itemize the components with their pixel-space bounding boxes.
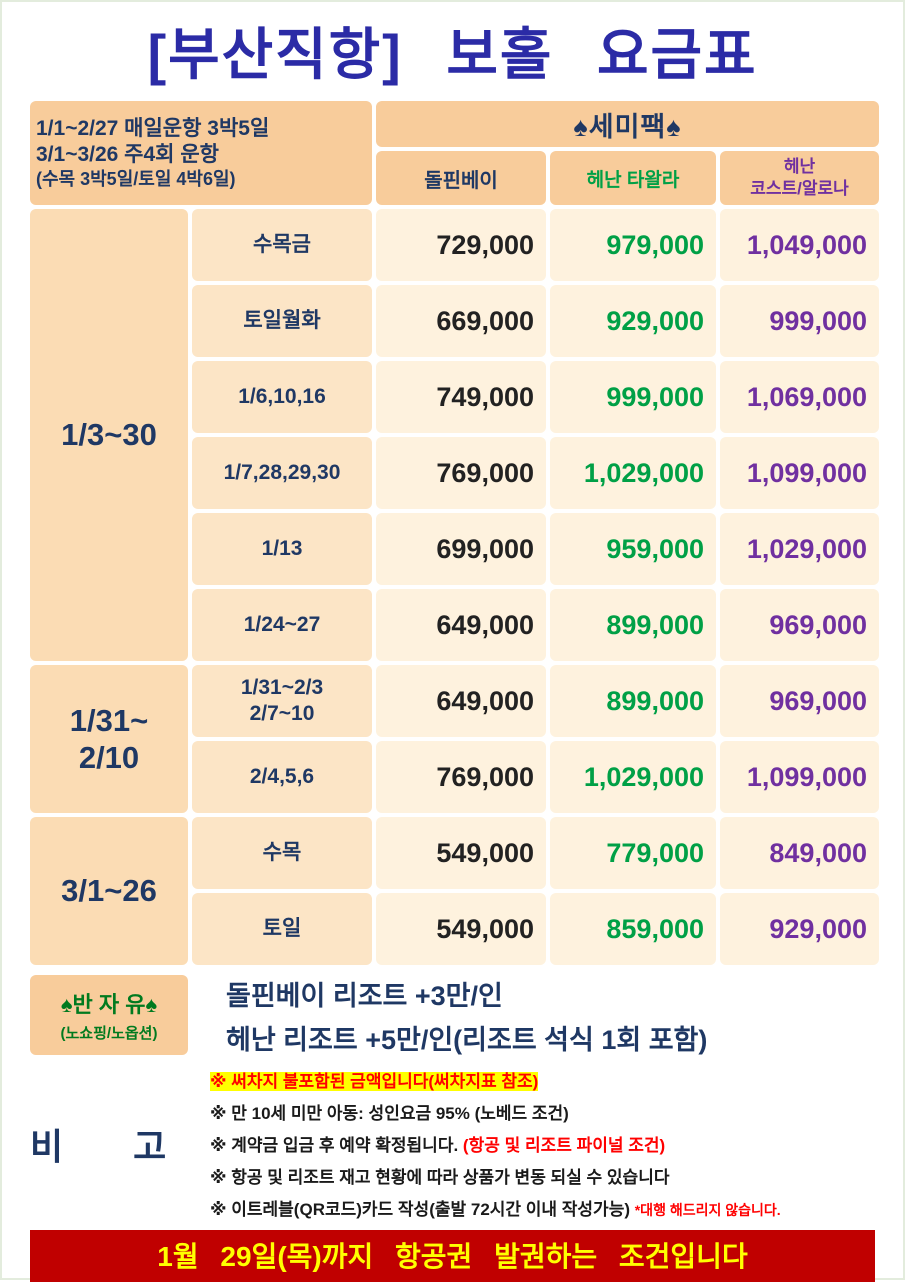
price-cell: 1,099,000: [720, 437, 879, 509]
column-header-henann-coast-alona: 헤난 코스트/알로나: [720, 151, 879, 205]
semi-free-label-cell: ♠반 자 유♠ (노쇼핑/노옵션): [30, 975, 188, 1055]
price-cell: 729,000: [376, 209, 546, 281]
note-text: ※ 항공 및 리조트 재고 현황에 따라 상품가 변동 되실 수 있습니다: [210, 1168, 670, 1187]
price-cell: 769,000: [376, 437, 546, 509]
day-line: 2/7~10: [249, 702, 315, 725]
note-item: ※ 이트레블(QR코드)카드 작성(출발 72시간 이내 작성가능) *대행 해…: [210, 1195, 875, 1220]
price-cell: 549,000: [376, 893, 546, 965]
price-cell: 769,000: [376, 741, 546, 813]
price-cell: 649,000: [376, 589, 546, 661]
schedule-line: 1/1~2/27 매일운항 3박5일: [36, 116, 270, 140]
price-table: 1/1~2/27 매일운항 3박5일 3/1~3/26 주4회 운항 (수목 3…: [30, 101, 879, 965]
day-line: 1/24~27: [243, 612, 321, 636]
column-header-dolphin-bay: 돌핀베이: [376, 151, 546, 205]
schedule-line: 3/1~3/26 주4회 운항: [36, 142, 219, 166]
note-red-text: (항공 및 리조트 파이널 조건): [462, 1136, 666, 1155]
price-cell: 669,000: [376, 285, 546, 357]
price-cell: 1,029,000: [550, 741, 716, 813]
day-cell: 수목: [192, 817, 372, 889]
price-cell: 999,000: [720, 285, 879, 357]
period-line: 2/10: [78, 740, 140, 775]
price-cell: 1,029,000: [720, 513, 879, 585]
price-cell: 999,000: [550, 361, 716, 433]
semi-free-details: 돌핀베이 리조트 +3만/인 헤난 리조트 +5만/인(리조트 석식 1회 포함…: [198, 975, 875, 1055]
semi-free-section: ♠반 자 유♠ (노쇼핑/노옵션) 돌핀베이 리조트 +3만/인 헤난 리조트 …: [30, 975, 875, 1055]
price-cell: 969,000: [720, 665, 879, 737]
semipack-header: ♠세미팩♠: [376, 101, 879, 147]
price-cell: 899,000: [550, 665, 716, 737]
price-cell: 1,029,000: [550, 437, 716, 509]
price-cell: 899,000: [550, 589, 716, 661]
day-cell: 1/7,28,29,30: [192, 437, 372, 509]
day-line: 수목: [262, 840, 302, 864]
schedule-line: (수목 3박5일/토일 4박6일): [36, 168, 236, 189]
note-text: ※ 계약금 입금 후 예약 확정됩니다.: [210, 1136, 463, 1155]
day-line: 2/4,5,6: [249, 764, 315, 788]
notes-label: 비 고: [30, 1125, 197, 1167]
note-red-text: *대행 해드리지 않습니다.: [634, 1202, 781, 1218]
price-cell: 649,000: [376, 665, 546, 737]
price-cell: 969,000: [720, 589, 879, 661]
note-text: ※ 이트레블(QR코드)카드 작성(출발 72시간 이내 작성가능): [210, 1200, 635, 1219]
price-cell: 849,000: [720, 817, 879, 889]
day-cell: 1/24~27: [192, 589, 372, 661]
semi-free-line: 돌핀베이 리조트 +3만/인: [226, 980, 503, 1011]
day-cell: 1/13: [192, 513, 372, 585]
price-cell: 959,000: [550, 513, 716, 585]
notes-section: 비 고 ※ 써차지 불포함된 금액입니다(써차지표 참조) ※ 만 10세 미만…: [30, 1067, 875, 1220]
price-cell: 979,000: [550, 209, 716, 281]
column-header-line: 코스트/알로나: [750, 179, 849, 198]
note-item: ※ 계약금 입금 후 예약 확정됩니다. (항공 및 리조트 파이널 조건): [210, 1131, 875, 1156]
semi-free-label: ♠반 자 유♠: [60, 992, 158, 1017]
schedule-header: 1/1~2/27 매일운항 3박5일 3/1~3/26 주4회 운항 (수목 3…: [30, 101, 372, 205]
column-header-henann-tawala: 헤난 타왈라: [550, 151, 716, 205]
page-title: [부산직항] 보홀 요금표: [147, 23, 758, 86]
day-cell: 1/31~2/3 2/7~10: [192, 665, 372, 737]
price-cell: 929,000: [550, 285, 716, 357]
day-line: 1/13: [261, 536, 303, 560]
note-highlight: ※ 써차지 불포함된 금액입니다(써차지표 참조): [210, 1072, 539, 1091]
note-item: ※ 만 10세 미만 아동: 성인요금 95% (노베드 조건): [210, 1099, 875, 1124]
period-line: 1/3~30: [61, 417, 157, 453]
price-cell: 1,099,000: [720, 741, 879, 813]
price-cell: 859,000: [550, 893, 716, 965]
price-cell: 549,000: [376, 817, 546, 889]
notes-body: ※ 써차지 불포함된 금액입니다(써차지표 참조) ※ 만 10세 미만 아동:…: [188, 1067, 875, 1220]
day-cell: 토일: [192, 893, 372, 965]
price-cell: 929,000: [720, 893, 879, 965]
period-line: 1/31~: [69, 702, 149, 738]
note-item: ※ 항공 및 리조트 재고 현황에 따라 상품가 변동 되실 수 있습니다: [210, 1163, 875, 1188]
price-cell: 1,069,000: [720, 361, 879, 433]
day-line: 1/31~2/3: [240, 675, 324, 699]
semi-free-sublabel: (노쇼핑/노옵션): [60, 1025, 158, 1042]
period-cell: 1/3~30: [30, 209, 188, 661]
day-line: 토일월화: [243, 308, 321, 332]
price-cell: 779,000: [550, 817, 716, 889]
period-line: 3/1~26: [61, 873, 157, 909]
day-cell: 토일월화: [192, 285, 372, 357]
price-cell: 749,000: [376, 361, 546, 433]
price-cell: 699,000: [376, 513, 546, 585]
day-cell: 2/4,5,6: [192, 741, 372, 813]
day-line: 수목금: [253, 232, 311, 256]
semi-free-line: 헤난 리조트 +5만/인(리조트 석식 1회 포함): [226, 1024, 708, 1055]
column-header-line: 헤난: [783, 156, 816, 176]
day-cell: 1/6,10,16: [192, 361, 372, 433]
period-cell: 3/1~26: [30, 817, 188, 965]
note-item: ※ 써차지 불포함된 금액입니다(써차지표 참조): [210, 1067, 875, 1092]
day-line: 1/7,28,29,30: [223, 460, 341, 484]
day-line: 토일: [262, 916, 302, 940]
day-cell: 수목금: [192, 209, 372, 281]
price-cell: 1,049,000: [720, 209, 879, 281]
ticketing-condition-banner: 1월 29일(목)까지 항공권 발권하는 조건입니다: [30, 1230, 875, 1282]
day-line: 1/6,10,16: [238, 384, 326, 408]
note-text: ※ 만 10세 미만 아동: 성인요금 95% (노베드 조건): [210, 1104, 569, 1123]
period-cell: 1/31~ 2/10: [30, 665, 188, 813]
